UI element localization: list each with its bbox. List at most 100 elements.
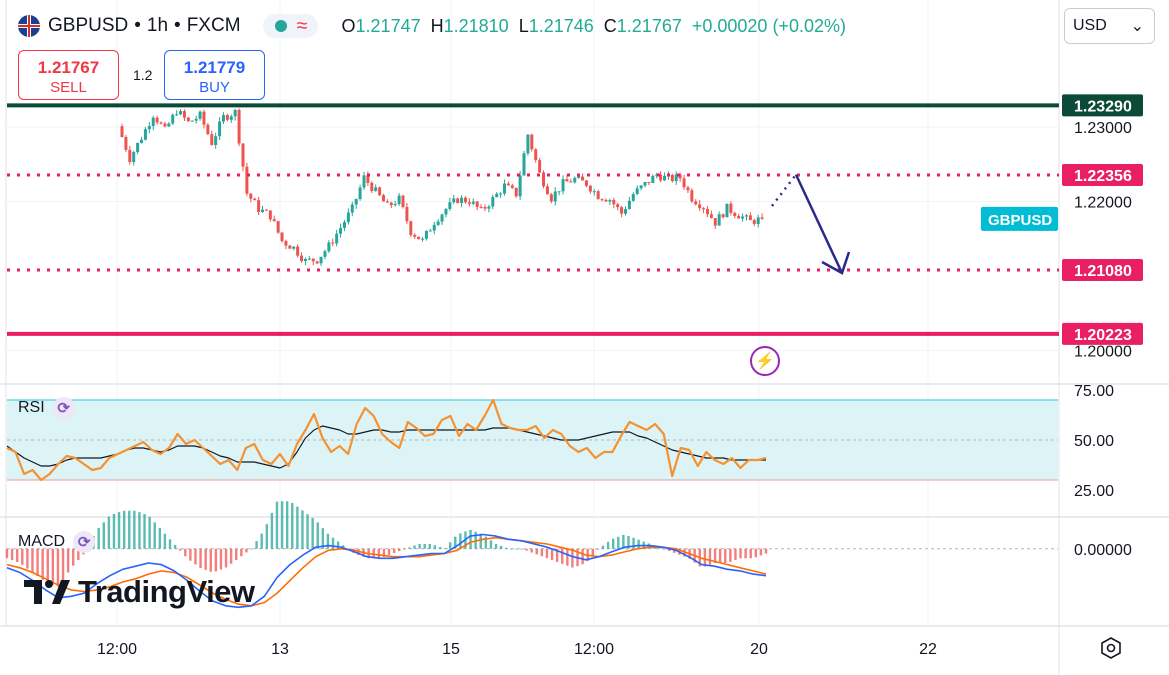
- rsi-line: [6, 398, 767, 482]
- candle-body: [530, 134, 534, 150]
- macd-histogram-bar: [749, 548, 752, 559]
- level-price-label: 1.22356: [1074, 168, 1132, 185]
- currency-select[interactable]: USD ⌄: [1064, 8, 1155, 44]
- macd-histogram-bar: [387, 548, 391, 555]
- chevron-down-icon: ⌄: [1130, 18, 1144, 35]
- candle-body: [342, 222, 346, 228]
- candle-body: [518, 175, 522, 197]
- macd-histogram-bar: [433, 545, 437, 549]
- candle-body: [495, 193, 499, 198]
- macd-histogram-bar: [15, 548, 19, 563]
- candle-body: [479, 206, 483, 208]
- level-price-label: 1.21080: [1074, 263, 1132, 280]
- candle-body: [225, 115, 229, 120]
- macd-histogram-bar: [662, 548, 666, 550]
- macd-histogram-bar: [77, 548, 80, 561]
- macd-histogram-bar: [224, 548, 228, 568]
- projection-arrow-line: [794, 174, 844, 274]
- time-axis-tick-label: 22: [919, 641, 937, 658]
- interval-label[interactable]: 1h: [146, 15, 169, 36]
- macd-histogram-bar: [448, 542, 452, 549]
- refresh-icon[interactable]: ⟳: [73, 531, 96, 553]
- delay-wave-icon: ≈: [296, 15, 308, 37]
- candle-body: [182, 111, 186, 118]
- macd-histogram-bar: [46, 548, 49, 583]
- macd-histogram-bar: [296, 506, 299, 549]
- candle-body: [737, 216, 741, 219]
- open-label: O: [341, 15, 356, 36]
- candle-body: [335, 233, 339, 244]
- macd-histogram-bar: [729, 548, 732, 562]
- candle-body: [608, 200, 612, 202]
- buy-button[interactable]: 1.21779 BUY: [164, 50, 265, 100]
- sell-label: SELL: [50, 79, 87, 96]
- candle-body: [179, 111, 183, 115]
- lightning-icon[interactable]: ⚡: [750, 346, 780, 376]
- level-price-label: 1.23290: [1074, 98, 1132, 115]
- candle-body: [237, 109, 241, 144]
- market-status-pill[interactable]: ≈: [262, 14, 318, 38]
- candle-body: [620, 207, 624, 214]
- candle-body: [241, 143, 245, 167]
- macd-histogram-bar: [668, 548, 671, 552]
- candle-body: [140, 139, 144, 143]
- macd-histogram-bar: [5, 548, 9, 559]
- settings-gear-icon[interactable]: [1099, 636, 1123, 660]
- candle-body: [565, 179, 569, 182]
- macd-signal-line: [6, 536, 767, 607]
- macd-histogram-bar: [214, 548, 218, 572]
- candle-body: [319, 256, 323, 264]
- macd-histogram-bar: [398, 548, 401, 552]
- macd-histogram-bar: [718, 548, 722, 563]
- candle-body: [385, 201, 389, 203]
- macd-histogram-bar: [255, 541, 258, 549]
- candle-body: [526, 134, 530, 154]
- candle-body: [448, 202, 452, 209]
- candle-body: [194, 118, 198, 121]
- macd-histogram-bar: [194, 548, 197, 565]
- macd-histogram-bar: [229, 548, 233, 564]
- macd-legend[interactable]: MACD ⟳: [18, 531, 96, 553]
- close-label: C: [603, 15, 617, 36]
- macd-histogram-bar: [112, 514, 116, 549]
- candle-body: [362, 175, 366, 188]
- time-axis-tick-label: 15: [442, 641, 460, 658]
- macd-histogram-bar: [622, 534, 625, 549]
- candle-body: [175, 114, 179, 116]
- candle-body: [366, 175, 370, 183]
- candle-body: [327, 242, 331, 252]
- sell-button[interactable]: 1.21767 SELL: [18, 50, 119, 100]
- buy-price: 1.21779: [183, 58, 246, 77]
- rsi-axis-tick-label: 25.00: [1074, 483, 1114, 500]
- macd-histogram-bar: [734, 548, 737, 561]
- candle-body: [729, 203, 733, 213]
- candle-body: [159, 122, 163, 124]
- symbol-name[interactable]: GBPUSD: [48, 15, 129, 36]
- candle-body: [561, 179, 565, 192]
- candle-body: [155, 117, 159, 123]
- macd-histogram-bar: [250, 548, 253, 550]
- currency-value: USD: [1073, 17, 1107, 34]
- rsi-legend[interactable]: RSI ⟳: [18, 397, 75, 419]
- candle-body: [202, 111, 206, 125]
- candle-body: [206, 124, 210, 135]
- candle-body: [674, 174, 678, 182]
- macd-histogram-bar: [571, 548, 574, 568]
- candle-body: [741, 216, 745, 219]
- candle-body: [358, 187, 362, 200]
- candle-body: [463, 197, 467, 203]
- macd-histogram-bar: [219, 548, 223, 570]
- candle-body: [522, 153, 526, 176]
- macd-histogram-bar: [408, 547, 411, 549]
- macd-histogram-bar: [56, 548, 60, 587]
- candle-body: [647, 182, 651, 184]
- refresh-icon[interactable]: ⟳: [52, 397, 75, 419]
- macd-histogram-bar: [561, 548, 564, 564]
- macd-histogram-bar: [275, 501, 279, 549]
- macd-histogram-bar: [520, 548, 523, 550]
- candle-body: [635, 188, 639, 195]
- macd-histogram-bar: [657, 547, 661, 549]
- candle-body: [151, 117, 155, 127]
- macd-histogram-bar: [754, 548, 758, 558]
- candle-body: [553, 191, 557, 202]
